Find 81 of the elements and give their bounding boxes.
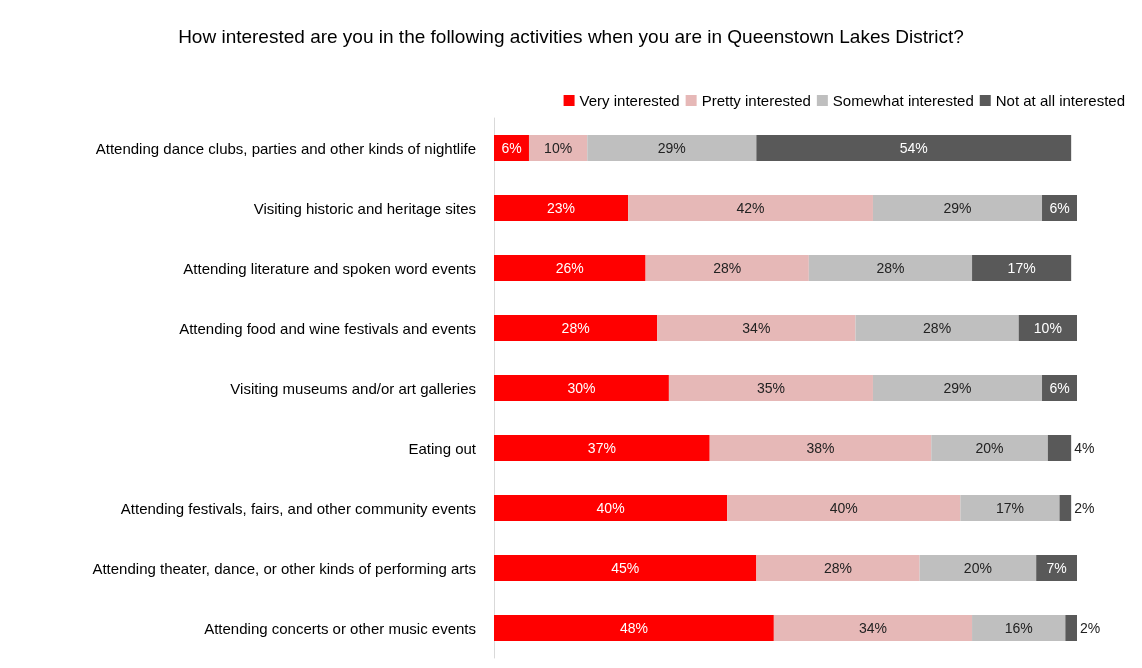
data-label: 16% — [1004, 620, 1033, 636]
data-label: 38% — [806, 440, 835, 456]
bar — [872, 195, 1043, 221]
data-label: 6% — [501, 140, 522, 156]
bar — [1059, 495, 1072, 521]
bar — [960, 495, 1060, 521]
data-label: 35% — [756, 380, 785, 396]
bar — [773, 615, 973, 641]
y-tick-label: Attending festivals, fairs, and other community events — [120, 499, 476, 517]
y-tick-label: Attending dance clubs, parties and other kinds of nightlife — [95, 139, 476, 157]
y-tick-label: Attending literature and spoken word events — [183, 259, 476, 277]
bar — [645, 255, 809, 281]
data-label: 40% — [596, 500, 625, 516]
data-label: 2% — [1074, 500, 1095, 516]
data-label: 6% — [1049, 380, 1070, 396]
bar — [872, 375, 1043, 401]
data-label: 7% — [1046, 560, 1067, 576]
data-label: 20% — [975, 440, 1004, 456]
y-tick-label: Eating out — [408, 439, 477, 457]
bar — [756, 135, 1072, 161]
bar — [931, 435, 1048, 461]
data-label: 2% — [1080, 620, 1101, 636]
data-label: 26% — [555, 260, 584, 276]
bar — [972, 615, 1066, 641]
legend-label: Very interested — [579, 92, 680, 109]
bar — [919, 555, 1037, 581]
y-tick-label: Attending theater, dance, or other kinds of performing arts — [92, 559, 476, 577]
data-label: 29% — [943, 380, 972, 396]
bar — [855, 315, 1019, 341]
data-label: 54% — [899, 140, 928, 156]
bar — [1047, 435, 1072, 461]
bar — [494, 555, 757, 581]
data-label: 40% — [829, 500, 858, 516]
bar — [587, 135, 757, 161]
data-label: 28% — [823, 560, 852, 576]
bar — [727, 495, 961, 521]
bar — [668, 375, 873, 401]
y-tick-label: Visiting museums and/or art galleries — [230, 379, 476, 397]
y-tick-label: Attending food and wine festivals and events — [179, 319, 476, 337]
data-label: 34% — [858, 620, 887, 636]
bar — [494, 495, 728, 521]
bar — [494, 315, 658, 341]
data-label: 17% — [995, 500, 1024, 516]
data-label: 48% — [619, 620, 648, 636]
data-label: 4% — [1074, 440, 1095, 456]
bar — [972, 255, 1072, 281]
y-tick-label: Visiting historic and heritage sites — [253, 199, 476, 217]
bar — [756, 555, 920, 581]
data-label: 37% — [587, 440, 616, 456]
data-label: 10% — [1033, 320, 1062, 336]
chart-title: How interested are you in the following activities when you are in Queenstown Lakes District? — [178, 26, 964, 47]
data-label: 45% — [611, 560, 640, 576]
data-label: 29% — [657, 140, 686, 156]
bar — [494, 375, 669, 401]
data-label: 42% — [736, 200, 765, 216]
data-label: 28% — [713, 260, 742, 276]
bar — [1036, 555, 1077, 581]
data-label: 28% — [876, 260, 905, 276]
data-label: 6% — [1049, 200, 1070, 216]
bar — [709, 435, 932, 461]
bar — [1065, 615, 1077, 641]
bar — [657, 315, 856, 341]
data-label: 30% — [567, 380, 596, 396]
bar — [808, 255, 973, 281]
data-label: 28% — [561, 320, 590, 336]
legend-label: Somewhat interested — [832, 92, 974, 109]
data-label: 20% — [963, 560, 992, 576]
bar — [494, 195, 629, 221]
legend-label: Not at all interested — [995, 92, 1126, 109]
bar — [628, 195, 873, 221]
data-label: 34% — [742, 320, 771, 336]
data-label: 29% — [943, 200, 972, 216]
data-label: 17% — [1007, 260, 1036, 276]
data-label: 28% — [923, 320, 952, 336]
bar — [494, 615, 774, 641]
data-label: 10% — [544, 140, 573, 156]
bar — [494, 255, 646, 281]
data-label: 23% — [547, 200, 576, 216]
legend-label: Pretty interested — [701, 92, 811, 109]
bar — [494, 435, 710, 461]
y-tick-label: Attending concerts or other music events — [204, 619, 476, 637]
